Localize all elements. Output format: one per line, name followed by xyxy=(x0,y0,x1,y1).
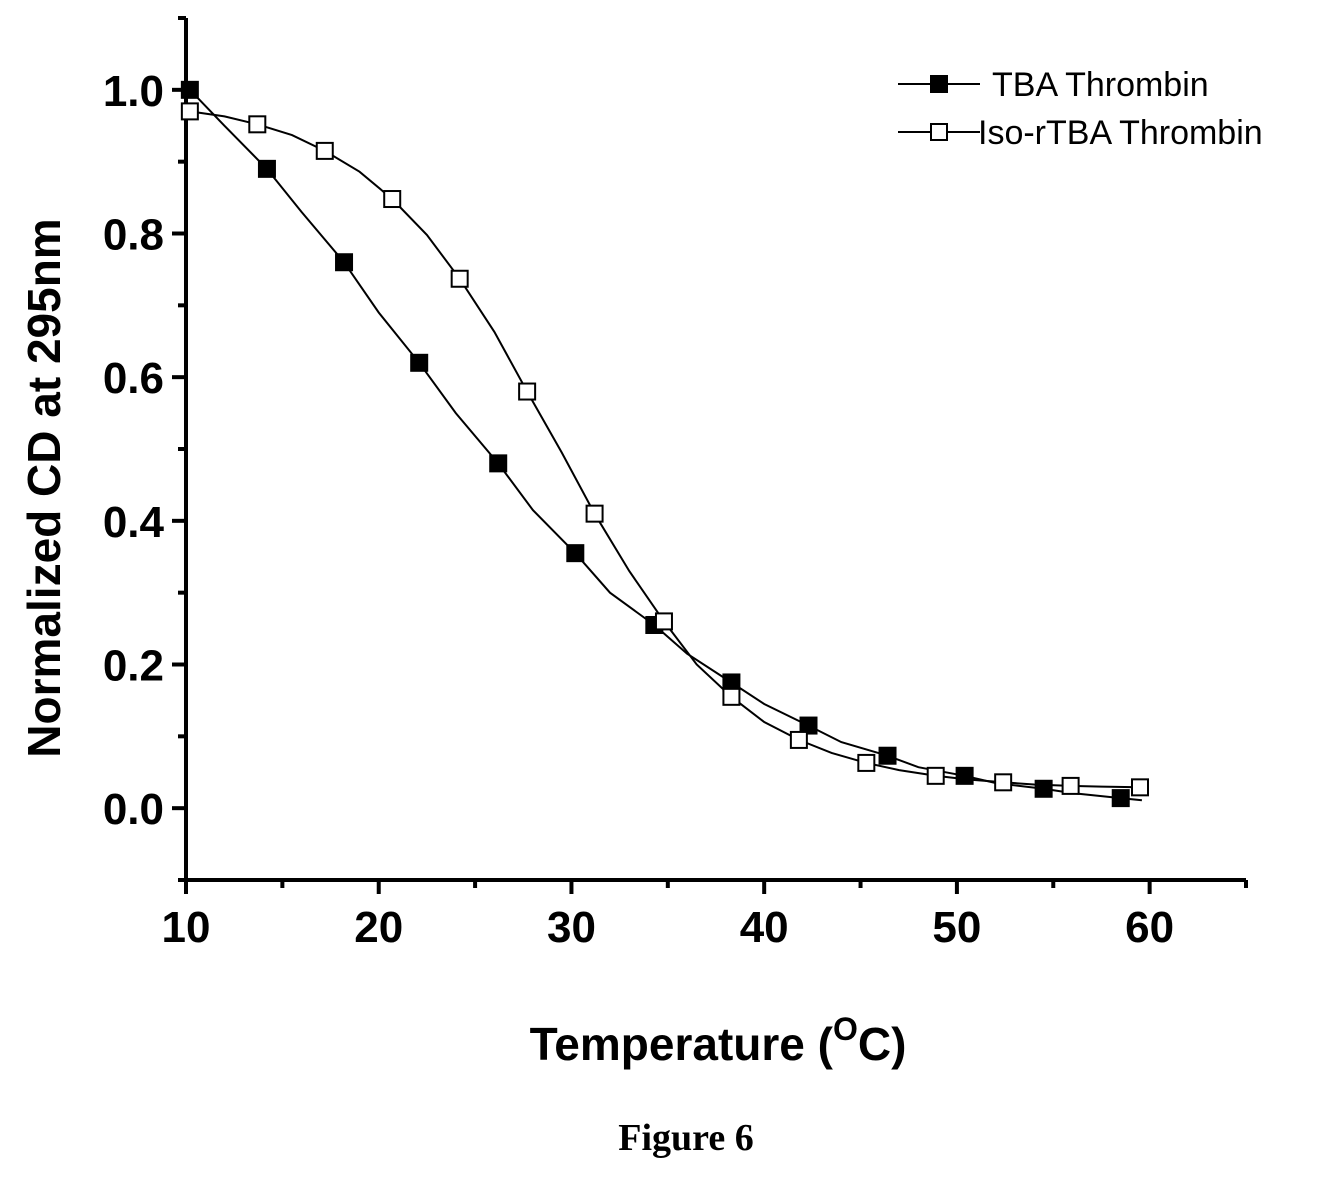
y-tick-label: 1.0 xyxy=(103,67,164,116)
data-point xyxy=(1061,776,1080,795)
data-point xyxy=(566,544,585,563)
x-tick-label: 60 xyxy=(1125,903,1174,952)
data-point xyxy=(857,753,876,772)
data-point xyxy=(789,730,808,749)
data-point xyxy=(335,253,354,272)
data-point xyxy=(1111,789,1130,808)
data-point xyxy=(585,504,604,523)
x-axis: 10 20 30 40 50 60 xyxy=(162,880,1248,952)
figure-caption: Figure 6 xyxy=(618,1117,753,1159)
legend: TBA Thrombin Iso-rTBA Thrombin xyxy=(898,66,1263,152)
legend-marker xyxy=(930,75,948,93)
data-point xyxy=(383,190,402,209)
legend-entry: Iso-rTBA Thrombin xyxy=(898,114,1263,152)
series-line xyxy=(189,110,1141,789)
data-point xyxy=(1034,779,1053,798)
data-point xyxy=(955,766,974,785)
data-point xyxy=(450,269,469,288)
y-tick-label: 0.4 xyxy=(103,498,165,547)
data-point xyxy=(722,687,741,706)
y-axis: 0.0 0.2 0.4 0.6 0.8 1.0 xyxy=(103,16,186,882)
data-point xyxy=(489,454,508,473)
data-point xyxy=(926,766,945,785)
data-point xyxy=(315,141,334,160)
x-axis-title-superscript: O xyxy=(833,1011,858,1047)
y-tick-label: 0.8 xyxy=(103,211,164,260)
data-point xyxy=(248,115,267,134)
legend-label: TBA Thrombin xyxy=(992,66,1209,104)
y-tick-label: 0.6 xyxy=(103,354,164,403)
series-line xyxy=(189,89,1143,802)
data-point xyxy=(180,80,199,99)
data-point xyxy=(1131,778,1149,797)
data-point xyxy=(518,382,537,401)
data-point xyxy=(878,746,897,765)
legend-label: Iso-rTBA Thrombin xyxy=(978,114,1263,152)
data-point xyxy=(180,102,199,121)
x-axis-title-main: Temperature ( xyxy=(530,1018,834,1070)
data-point xyxy=(654,612,673,631)
data-point xyxy=(994,773,1013,792)
legend-entry: TBA Thrombin xyxy=(898,66,1209,104)
x-axis-title-suffix: C) xyxy=(858,1018,907,1070)
series-iso-rtba-thrombin xyxy=(180,102,1149,797)
x-tick-label: 10 xyxy=(162,903,211,952)
x-tick-label: 50 xyxy=(932,903,981,952)
y-tick-label: 0.2 xyxy=(103,642,164,691)
series-tba-thrombin xyxy=(180,80,1143,808)
data-point xyxy=(410,353,429,372)
x-axis-title: Temperature (OC) xyxy=(530,1011,907,1070)
x-tick-label: 40 xyxy=(740,903,789,952)
data-point xyxy=(799,716,818,735)
x-tick-label: 20 xyxy=(354,903,403,952)
y-tick-label: 0.0 xyxy=(103,785,164,834)
x-tick-label: 30 xyxy=(547,903,596,952)
y-axis-title: Normalized CD at 295nm xyxy=(18,218,70,757)
series-layer xyxy=(180,80,1149,808)
legend-marker xyxy=(930,123,948,141)
data-point xyxy=(257,159,276,178)
